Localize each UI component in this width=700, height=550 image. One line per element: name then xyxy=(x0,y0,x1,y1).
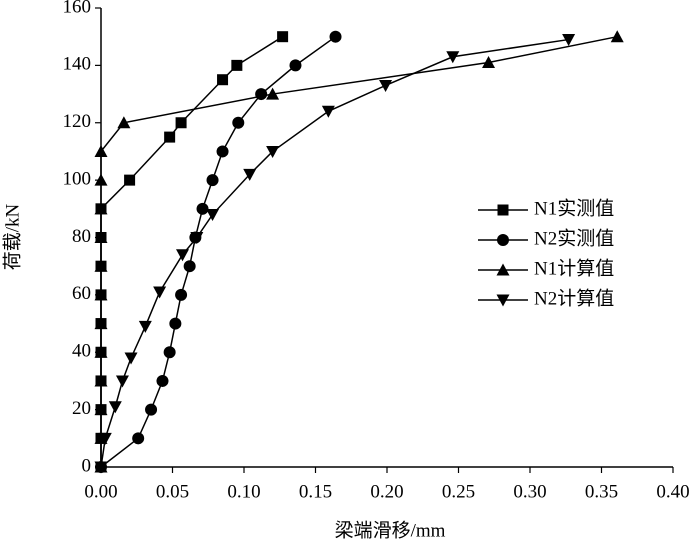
marker xyxy=(196,202,209,215)
marker xyxy=(289,59,302,72)
y-tick-label: 40 xyxy=(72,341,91,362)
y-tick-label: 20 xyxy=(72,398,91,419)
marker xyxy=(277,31,289,43)
marker xyxy=(94,374,108,387)
marker xyxy=(329,30,342,43)
marker xyxy=(145,403,158,416)
marker xyxy=(183,260,196,273)
series-line xyxy=(100,38,569,468)
marker xyxy=(190,232,204,244)
y-tick-label: 160 xyxy=(63,0,92,17)
x-tick-label: 0.15 xyxy=(299,481,332,502)
y-tick-label: 60 xyxy=(72,283,91,304)
marker xyxy=(163,346,176,359)
legend-label: N2计算值 xyxy=(534,287,614,309)
marker xyxy=(497,234,509,246)
x-tick-label: 0.20 xyxy=(370,481,403,502)
legend-label: N1实测值 xyxy=(534,197,614,219)
x-tick-label: 0.35 xyxy=(585,481,618,502)
marker xyxy=(94,403,108,416)
x-tick-label: 0.25 xyxy=(442,481,475,502)
y-tick-label: 100 xyxy=(63,168,92,189)
marker xyxy=(94,259,108,272)
marker xyxy=(610,30,624,43)
x-tick-label: 0.40 xyxy=(656,481,689,502)
series-line xyxy=(100,35,618,467)
legend-label: N1计算值 xyxy=(534,257,614,279)
marker xyxy=(94,317,108,330)
marker xyxy=(321,105,335,118)
y-tick-label: 0 xyxy=(82,455,92,476)
marker xyxy=(231,59,243,71)
marker xyxy=(94,144,108,157)
marker xyxy=(176,249,190,262)
x-tick-label: 0.10 xyxy=(227,481,260,502)
marker xyxy=(217,74,229,86)
marker xyxy=(94,345,108,358)
legend-label: N2实测值 xyxy=(534,227,614,249)
marker xyxy=(98,432,112,445)
x-tick-label: 0.00 xyxy=(84,481,117,502)
series-line xyxy=(100,36,336,468)
marker xyxy=(266,87,280,100)
marker xyxy=(117,116,131,129)
marker xyxy=(94,231,108,243)
marker xyxy=(153,286,167,299)
marker xyxy=(175,288,188,301)
marker xyxy=(94,461,108,474)
marker xyxy=(446,51,460,64)
marker xyxy=(496,263,510,276)
marker xyxy=(496,294,510,307)
y-tick-label: 140 xyxy=(63,54,92,75)
marker xyxy=(124,352,138,365)
marker xyxy=(94,202,108,215)
marker xyxy=(156,374,169,387)
x-axis-label: 梁端滑移/mm xyxy=(335,519,446,541)
marker xyxy=(138,320,152,333)
marker xyxy=(132,432,145,445)
marker xyxy=(169,317,182,330)
marker xyxy=(108,401,122,414)
marker xyxy=(94,288,108,301)
marker xyxy=(115,375,129,388)
y-axis-label: 荷载/kN xyxy=(1,203,23,270)
marker xyxy=(94,173,108,186)
marker xyxy=(175,117,187,129)
x-tick-label: 0.05 xyxy=(156,481,189,502)
marker xyxy=(497,204,509,216)
marker xyxy=(216,145,229,158)
marker xyxy=(255,88,268,101)
marker xyxy=(124,174,136,186)
marker xyxy=(164,131,176,143)
marker xyxy=(379,79,393,92)
y-tick-label: 120 xyxy=(63,111,92,132)
marker xyxy=(562,34,576,47)
marker xyxy=(482,56,496,69)
y-tick-label: 80 xyxy=(72,226,91,247)
marker xyxy=(206,209,220,222)
marker xyxy=(243,168,257,181)
marker xyxy=(266,145,280,158)
marker xyxy=(232,116,245,129)
marker xyxy=(206,174,219,187)
x-tick-label: 0.30 xyxy=(513,481,546,502)
